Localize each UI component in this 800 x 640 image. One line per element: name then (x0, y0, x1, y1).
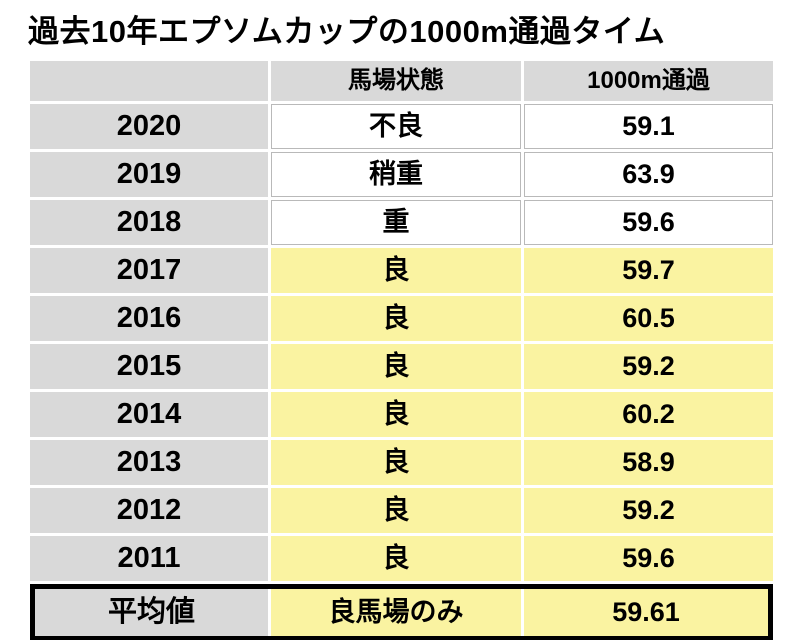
header-cell-empty (30, 61, 268, 101)
average-row: 平均値 良馬場のみ 59.61 (30, 584, 773, 640)
year-cell: 2018 (30, 200, 268, 245)
year-cell: 2011 (30, 536, 268, 581)
condition-cell: 稍重 (271, 152, 521, 197)
data-table: 馬場状態 1000m通過 2020 不良 59.1 2019 稍重 63.9 2… (30, 61, 773, 640)
time-cell: 63.9 (524, 152, 773, 197)
year-cell: 2020 (30, 104, 268, 149)
time-cell: 59.1 (524, 104, 773, 149)
year-cell: 2019 (30, 152, 268, 197)
year-cell: 2016 (30, 296, 268, 341)
time-cell: 59.6 (524, 536, 773, 581)
condition-cell: 良 (271, 344, 521, 389)
condition-cell: 良 (271, 248, 521, 293)
year-cell: 2014 (30, 392, 268, 437)
year-cell: 2012 (30, 488, 268, 533)
year-cell: 2015 (30, 344, 268, 389)
header-cell-condition: 馬場状態 (271, 61, 521, 101)
time-cell: 59.6 (524, 200, 773, 245)
time-cell: 58.9 (524, 440, 773, 485)
condition-cell: 良 (271, 488, 521, 533)
condition-cell: 良 (271, 296, 521, 341)
time-cell: 59.7 (524, 248, 773, 293)
condition-cell: 良 (271, 536, 521, 581)
header-cell-time: 1000m通過 (524, 61, 773, 101)
condition-cell: 不良 (271, 104, 521, 149)
year-cell: 2013 (30, 440, 268, 485)
page-title: 過去10年エプソムカップの1000m通過タイム (28, 14, 666, 49)
time-cell: 59.2 (524, 488, 773, 533)
average-label-cell: 平均値 (35, 589, 268, 636)
condition-cell: 良 (271, 440, 521, 485)
condition-cell: 良 (271, 392, 521, 437)
year-cell: 2017 (30, 248, 268, 293)
condition-cell: 重 (271, 200, 521, 245)
average-condition-cell: 良馬場のみ (271, 589, 521, 636)
average-time-cell: 59.61 (524, 589, 768, 636)
time-cell: 60.2 (524, 392, 773, 437)
time-cell: 60.5 (524, 296, 773, 341)
time-cell: 59.2 (524, 344, 773, 389)
